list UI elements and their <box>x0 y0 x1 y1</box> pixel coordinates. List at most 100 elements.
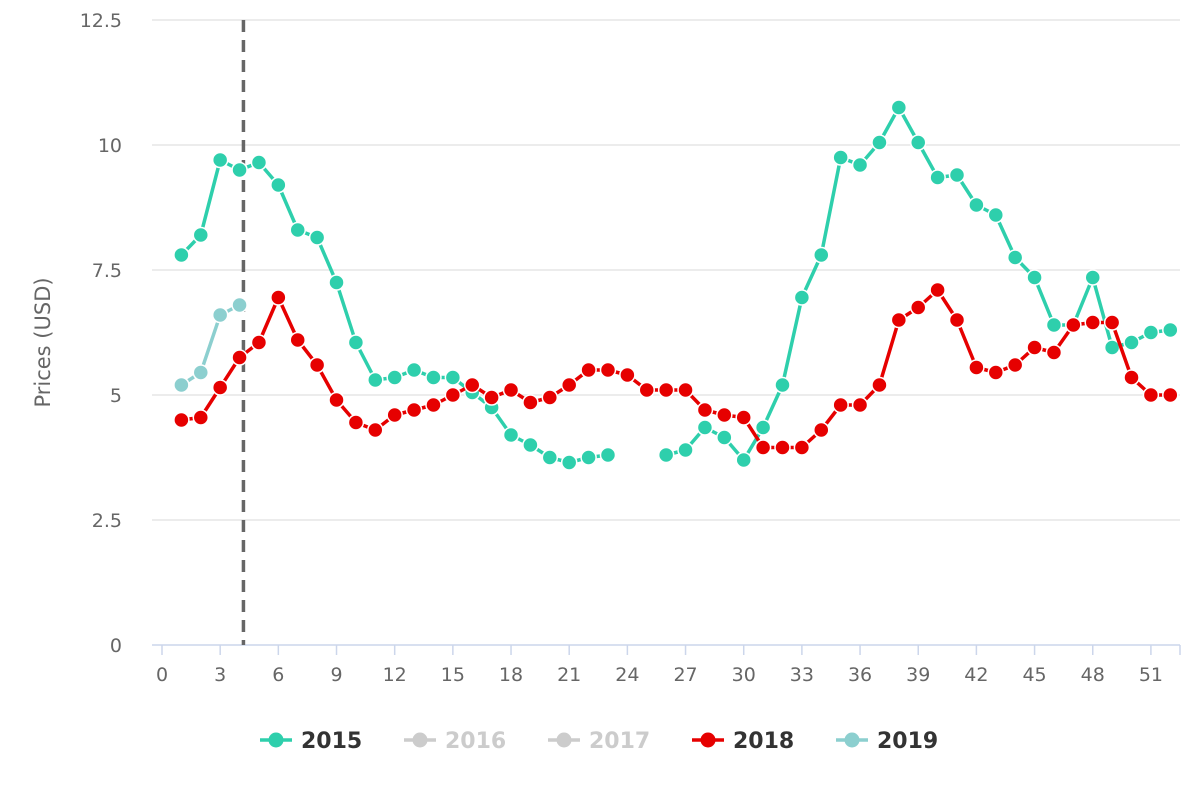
data-point <box>250 154 268 171</box>
legend-marker-symbol <box>268 732 284 748</box>
data-point <box>463 376 481 394</box>
data-point <box>580 361 597 379</box>
legend-marker-symbol <box>556 732 572 748</box>
data-point <box>813 421 830 439</box>
series-line-2018 <box>179 288 1173 450</box>
data-point <box>231 296 248 314</box>
data-point <box>560 376 578 394</box>
data-point <box>522 436 539 454</box>
data-point <box>347 414 365 431</box>
data-point <box>1162 321 1179 339</box>
data-point <box>716 429 733 446</box>
data-point <box>173 411 190 429</box>
data-point <box>1006 249 1024 266</box>
data-point <box>1142 324 1160 341</box>
data-point <box>308 356 326 374</box>
data-point <box>270 289 287 306</box>
data-point <box>483 389 500 406</box>
data-point <box>813 246 830 264</box>
data-point <box>832 396 849 414</box>
legend-item-2018[interactable]: 2018 <box>692 729 794 754</box>
x-tick-label: 36 <box>848 664 872 686</box>
data-point <box>968 359 985 376</box>
data-point <box>754 419 772 436</box>
data-point <box>1084 314 1101 331</box>
data-point <box>502 381 520 399</box>
data-point <box>425 396 442 414</box>
data-point <box>754 439 772 456</box>
x-tick-label: 18 <box>499 664 523 686</box>
x-tick-label: 3 <box>214 664 226 686</box>
legend: 2015 2016 2017 2018 2019 <box>260 729 938 754</box>
data-point <box>1123 369 1140 386</box>
x-tick-label: 27 <box>673 664 697 686</box>
data-point <box>386 369 403 386</box>
data-point <box>367 371 384 389</box>
x-tick-label: 15 <box>441 664 465 686</box>
x-tick-label: 33 <box>790 664 814 686</box>
data-point <box>1006 356 1024 374</box>
legend-item-2016[interactable]: 2016 <box>404 729 506 754</box>
y-tick-label: 5 <box>110 385 122 407</box>
data-point <box>1162 386 1179 404</box>
data-point <box>1142 386 1160 404</box>
data-point <box>851 156 869 174</box>
legend-item-2019[interactable]: 2019 <box>836 729 938 754</box>
data-point <box>211 306 229 324</box>
data-point <box>425 369 442 386</box>
x-tick-label: 21 <box>557 664 581 686</box>
data-point <box>405 361 423 379</box>
grid-lines <box>152 19 1180 521</box>
x-tick-label: 51 <box>1139 664 1163 686</box>
legend-label: 2017 <box>589 729 650 754</box>
data-point <box>735 451 752 469</box>
legend-label: 2016 <box>445 729 506 754</box>
data-point <box>541 449 559 466</box>
data-point <box>560 454 578 471</box>
data-point <box>968 196 985 214</box>
data-point <box>444 369 462 386</box>
data-point <box>347 334 365 351</box>
data-point <box>657 381 675 399</box>
data-point <box>211 151 229 169</box>
data-point <box>231 161 248 179</box>
data-point <box>696 401 714 419</box>
data-point <box>367 421 384 439</box>
data-point <box>270 176 287 194</box>
data-point <box>793 289 811 306</box>
data-point <box>677 441 694 459</box>
x-tick-label: 24 <box>615 664 639 686</box>
data-point <box>929 281 946 299</box>
legend-item-2017[interactable]: 2017 <box>548 729 650 754</box>
data-point <box>1045 316 1063 334</box>
legend-item-2015[interactable]: 2015 <box>260 729 362 754</box>
data-point <box>211 379 229 396</box>
y-tick-label: 12.5 <box>80 10 122 32</box>
legend-label: 2015 <box>301 729 362 754</box>
data-point <box>580 449 597 466</box>
y-axis-title: Prices (USD) <box>31 277 55 407</box>
x-tick-label: 39 <box>906 664 930 686</box>
data-point <box>328 274 345 291</box>
data-point <box>522 394 539 411</box>
data-point <box>890 311 908 329</box>
data-point <box>444 386 462 404</box>
data-point <box>1045 344 1063 361</box>
data-point <box>948 166 966 184</box>
data-point <box>192 364 210 381</box>
data-point <box>987 364 1005 381</box>
data-point <box>619 366 636 384</box>
data-point <box>987 206 1005 224</box>
data-point <box>502 426 520 444</box>
data-point <box>599 361 617 379</box>
series-layer <box>173 99 1179 471</box>
data-point <box>774 439 791 456</box>
series-2018 <box>173 281 1179 456</box>
data-point <box>832 149 849 166</box>
legend-marker-symbol <box>700 732 716 748</box>
data-point <box>677 381 694 399</box>
data-point <box>716 406 733 424</box>
data-point <box>657 446 675 464</box>
data-point <box>1026 339 1043 356</box>
data-point <box>289 221 306 239</box>
